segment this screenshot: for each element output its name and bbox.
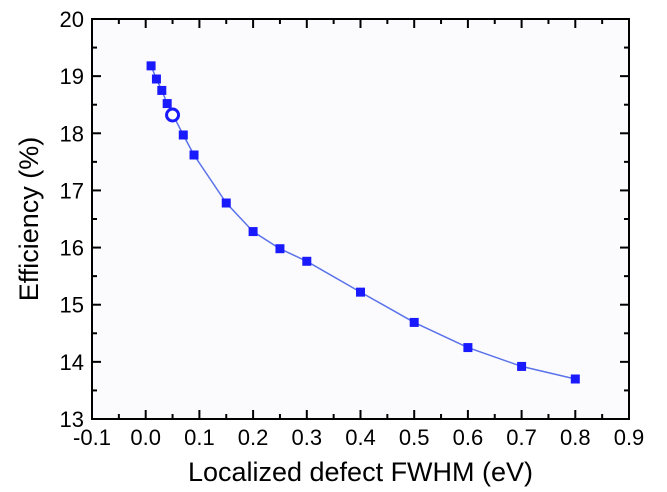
x-tick-label: 0.1 bbox=[184, 425, 215, 450]
y-tick-label: 17 bbox=[60, 178, 84, 203]
plot-frame bbox=[91, 18, 630, 420]
y-tick-labels: 13 14 15 16 17 18 19 20 bbox=[60, 7, 84, 432]
x-tick-label: 0.3 bbox=[292, 425, 323, 450]
y-tick-label: 16 bbox=[60, 236, 84, 261]
data-point bbox=[151, 74, 161, 84]
data-point bbox=[517, 361, 527, 371]
plot-background bbox=[92, 19, 629, 419]
data-point bbox=[157, 85, 167, 95]
x-tick-label: 0.7 bbox=[506, 425, 537, 450]
y-tick-label: 19 bbox=[60, 64, 84, 89]
data-point bbox=[146, 61, 156, 71]
x-tick-label: 0.5 bbox=[399, 425, 430, 450]
x-tick-label: -0.1 bbox=[73, 425, 111, 450]
y-tick-label: 13 bbox=[60, 407, 84, 432]
highlight-point bbox=[165, 107, 181, 123]
data-point bbox=[221, 198, 231, 208]
y-axis-title: Efficiency (%) bbox=[14, 137, 44, 302]
x-tick-label: 0.2 bbox=[238, 425, 269, 450]
x-tick-labels: -0.1 0.0 0.1 0.2 0.3 0.4 0.5 0.6 0.7 0.8 0.9 bbox=[73, 425, 644, 450]
data-point bbox=[178, 130, 188, 140]
y-tick-label: 18 bbox=[60, 121, 84, 146]
data-point bbox=[463, 343, 473, 353]
x-tick-label: 0.8 bbox=[560, 425, 591, 450]
x-tick-label: 0.6 bbox=[453, 425, 484, 450]
data-point bbox=[275, 244, 285, 254]
data-series bbox=[146, 61, 580, 384]
y-tick-label: 15 bbox=[60, 293, 84, 318]
data-point bbox=[248, 227, 258, 237]
x-tick-label: 0.4 bbox=[345, 425, 376, 450]
data-point bbox=[570, 374, 580, 384]
y-tick-label: 20 bbox=[60, 7, 84, 32]
x-axis-title: Localized defect FWHM (eV) bbox=[188, 457, 533, 487]
data-point bbox=[356, 287, 365, 297]
x-tick-label: 0.0 bbox=[130, 425, 161, 450]
data-point bbox=[302, 256, 312, 266]
data-point bbox=[189, 150, 199, 160]
data-point bbox=[162, 99, 172, 109]
y-tick-label: 14 bbox=[60, 350, 84, 375]
x-tick-label: 0.9 bbox=[614, 425, 645, 450]
data-point bbox=[409, 317, 419, 327]
